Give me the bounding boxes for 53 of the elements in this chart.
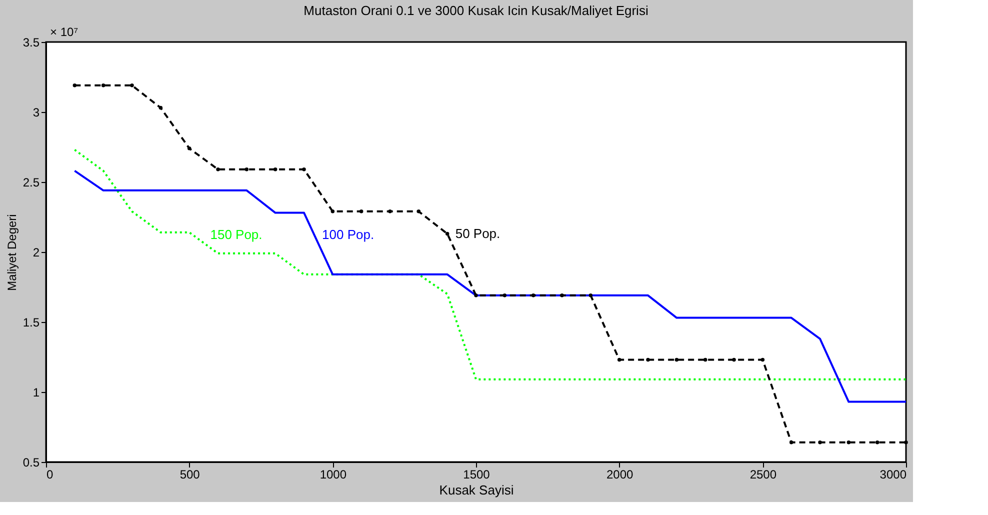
y-tick-label: 2: [32, 246, 40, 260]
point: [875, 440, 880, 444]
point: [330, 210, 335, 214]
x-tick-label: 1000: [320, 468, 347, 482]
point: [359, 210, 364, 214]
point: [302, 168, 306, 172]
point: [130, 84, 134, 88]
line-series: [74, 170, 907, 403]
point: [388, 210, 392, 214]
point: [474, 294, 478, 298]
x-axis-title: Kusak Sayisi: [439, 482, 514, 498]
x-tick-label: 500: [180, 468, 200, 482]
point: [158, 106, 163, 110]
point: [560, 294, 564, 298]
point: [244, 168, 249, 172]
point: [273, 168, 278, 172]
y-tick-label: 1: [32, 386, 40, 400]
text: × 10⁷: [50, 25, 78, 39]
x-tick-label: 2500: [750, 468, 777, 482]
y-axis-title: Maliyet Degeri: [4, 214, 19, 291]
point: [531, 294, 536, 298]
chart-title: Mutaston Orani 0.1 ve 3000 Kusak Icin Kusak/Maliyet Egrisi: [304, 3, 648, 18]
x-tick-label: 3000: [880, 468, 907, 482]
point: [789, 440, 794, 444]
point: [732, 358, 736, 362]
point: [101, 84, 106, 88]
annotation: 100 Pop.: [322, 227, 374, 242]
point: [445, 232, 450, 236]
point: [187, 146, 192, 150]
annotation: 50 Pop.: [455, 226, 500, 241]
y-tick-label: 0.5: [22, 456, 40, 470]
annotation: 150 Pop.: [210, 227, 262, 242]
point: [416, 210, 421, 214]
point: [818, 440, 822, 444]
point: [703, 358, 708, 362]
x-tick-label: 1500: [463, 468, 490, 482]
point: [588, 294, 593, 298]
point: [674, 358, 679, 362]
point: [904, 440, 908, 444]
point: [846, 440, 851, 444]
point: [646, 358, 650, 362]
y-tick-label: 3: [32, 106, 40, 120]
point: [502, 294, 507, 298]
point: [72, 84, 77, 88]
y-tick-label: 3.5: [22, 36, 40, 50]
point: [216, 168, 220, 172]
y-tick-label: 2.5: [22, 176, 40, 190]
point: [760, 358, 765, 362]
x-tick-label: 0: [46, 468, 54, 482]
x-tick-label: 2000: [606, 468, 634, 482]
y-tick-label: 1.5: [22, 316, 40, 330]
line-series: [74, 148, 907, 380]
point: [617, 358, 622, 362]
